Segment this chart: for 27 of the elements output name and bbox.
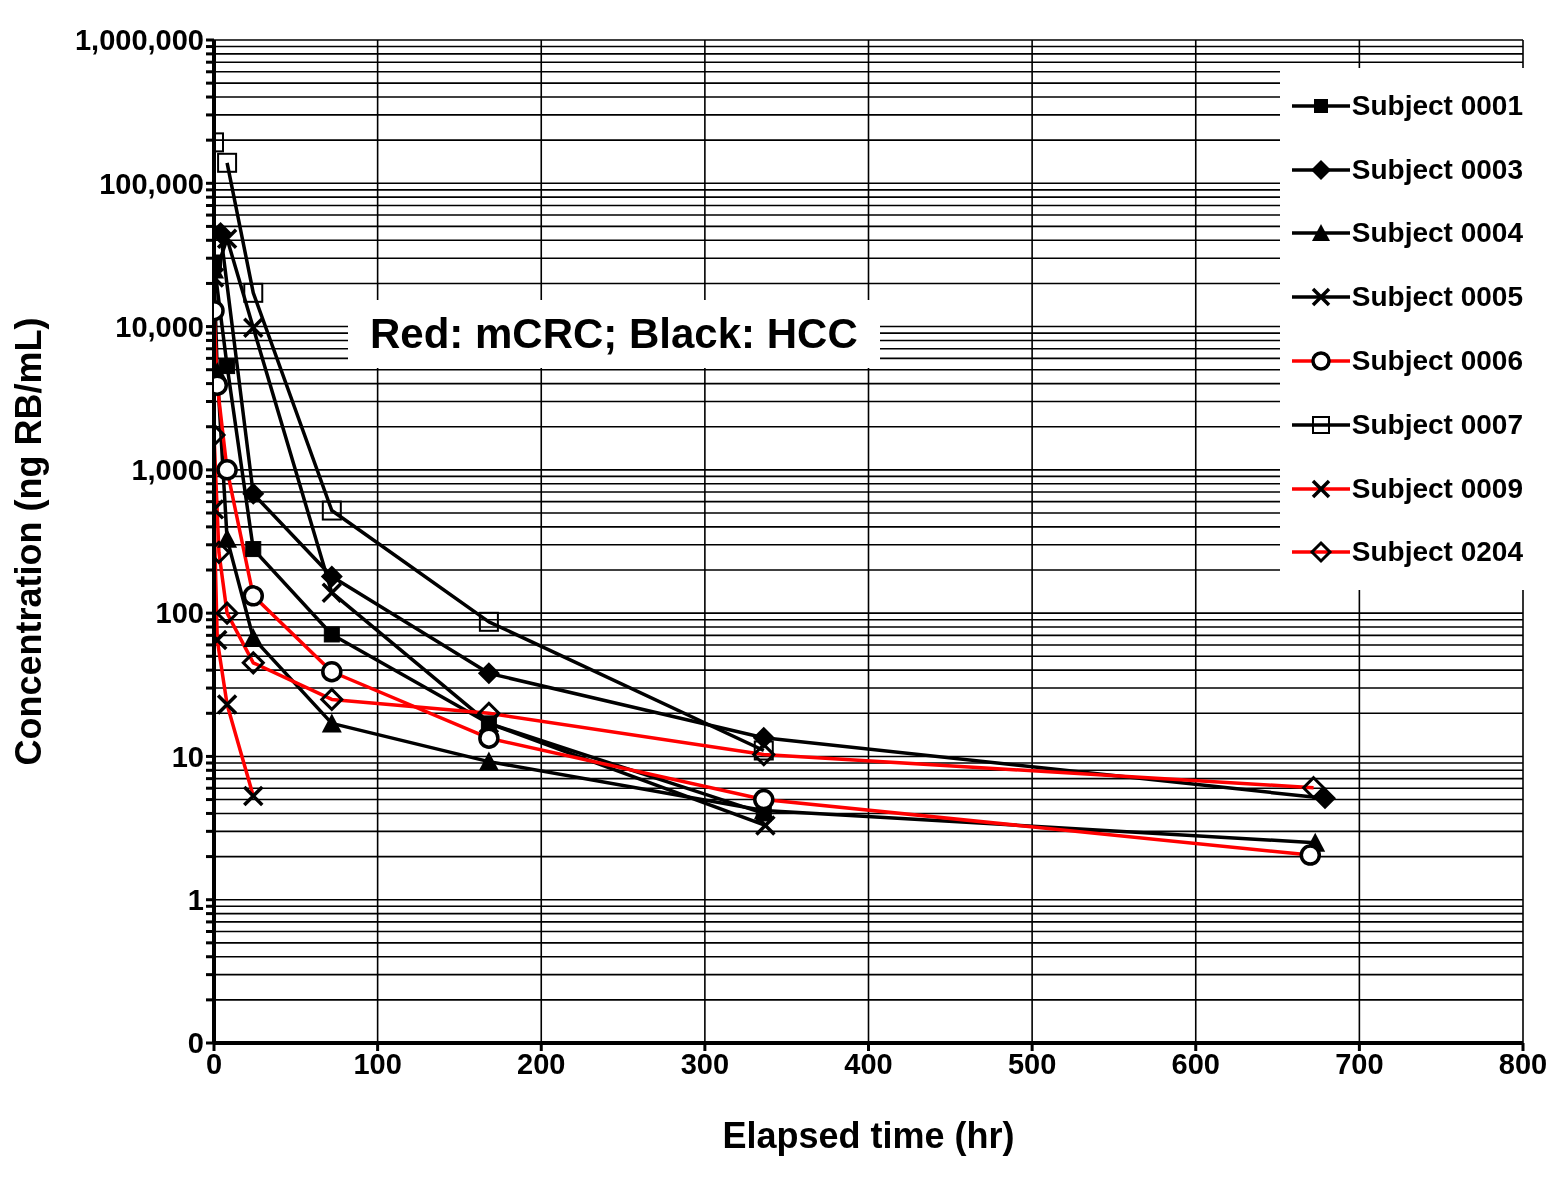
y-tick-label: 0	[187, 1027, 204, 1060]
x-tick-label: 800	[1498, 1047, 1548, 1080]
y-tick-label: 10	[171, 740, 204, 773]
y-tick-label: 1,000	[131, 454, 204, 487]
x-tick-label: 400	[844, 1047, 893, 1080]
legend-label: Subject 0001	[1351, 89, 1523, 122]
y-axis-title: Concentration (ng RB/mL)	[7, 317, 49, 766]
x-tick-label: 200	[517, 1047, 566, 1080]
legend-label: Subject 0204	[1351, 536, 1523, 569]
y-tick-label: 100	[155, 597, 204, 630]
y-tick-label: 100,000	[99, 167, 204, 200]
y-tick-label: 1,000,000	[74, 24, 204, 57]
x-tick-label: 100	[353, 1047, 402, 1080]
legend-label: Subject 0009	[1351, 472, 1523, 505]
x-axis-title: Elapsed time (hr)	[722, 1115, 1015, 1156]
legend-label: Subject 0007	[1351, 408, 1523, 441]
x-tick-label: 500	[1007, 1047, 1057, 1080]
y-tick-label: 1	[187, 884, 204, 917]
legend-label: Subject 0004	[1351, 217, 1523, 250]
x-tick-label: 300	[680, 1047, 730, 1080]
y-tick-label: 10,000	[115, 310, 204, 343]
annotation: Red: mCRC; Black: HCC	[348, 300, 880, 368]
x-tick-label: 700	[1335, 1047, 1384, 1080]
x-tick-label: 600	[1171, 1047, 1220, 1080]
legend-label: Subject 0006	[1351, 345, 1523, 378]
legend-label: Subject 0003	[1351, 153, 1523, 186]
legend-label: Subject 0005	[1351, 281, 1523, 314]
